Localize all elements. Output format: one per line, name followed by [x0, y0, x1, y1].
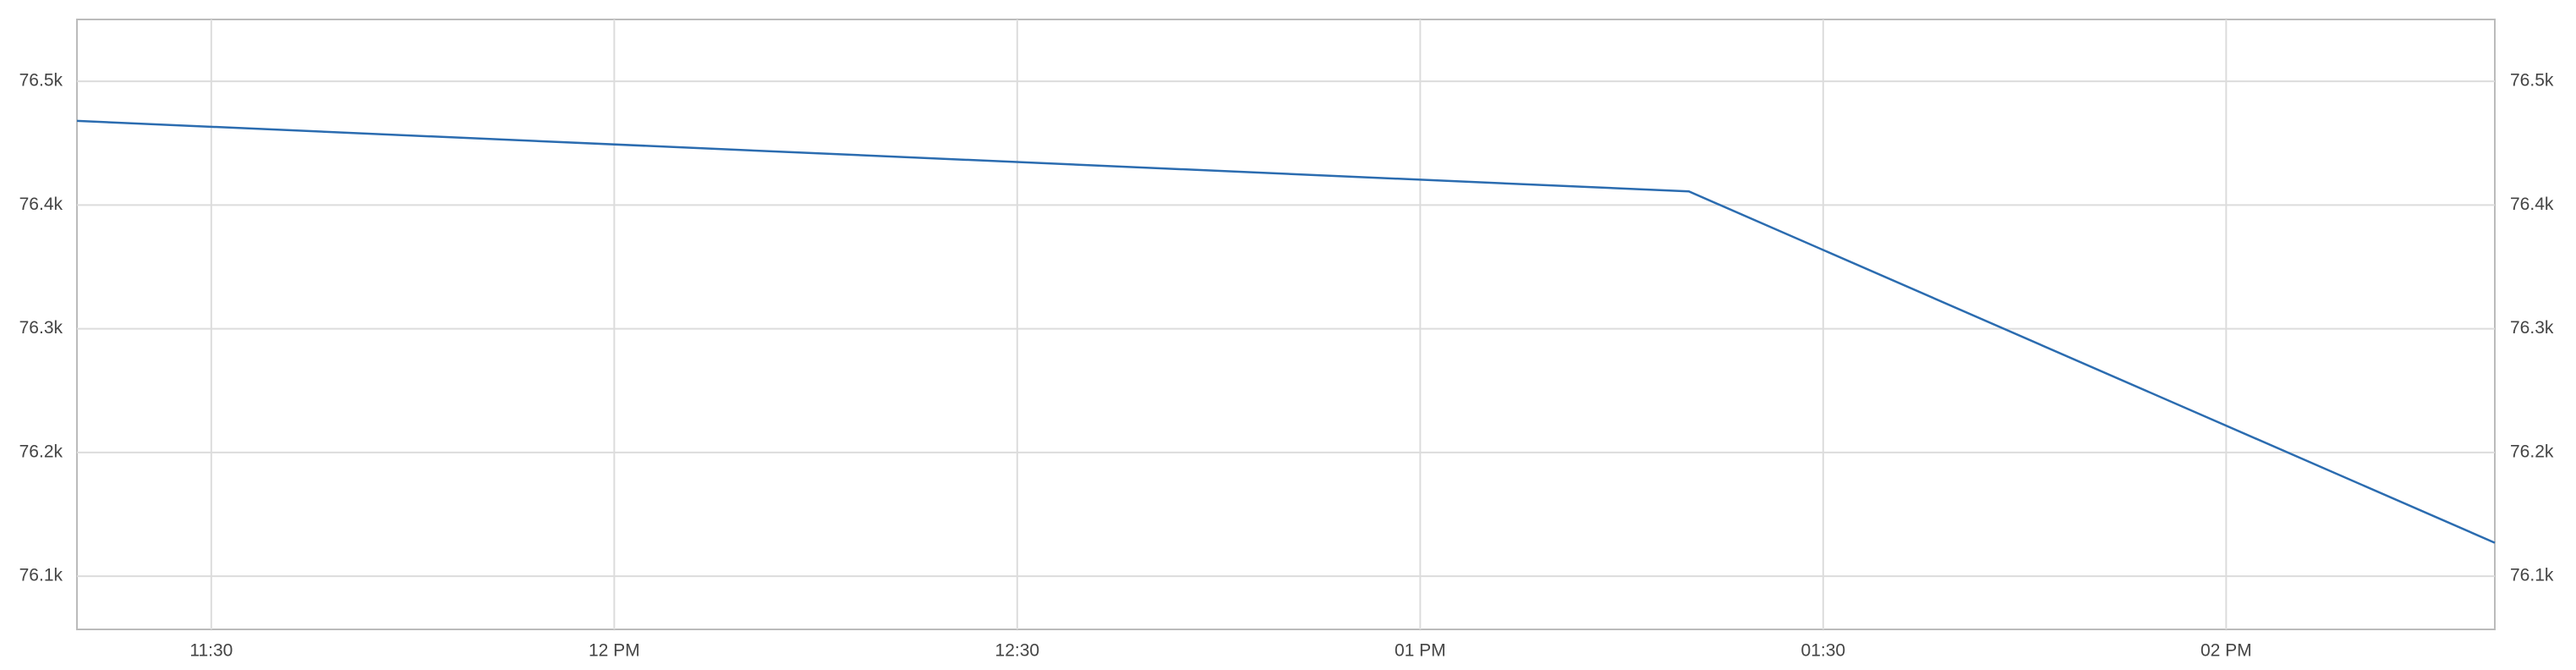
y-tick-label: 76.1k [19, 566, 63, 585]
x-tick-label: 12:30 [995, 641, 1040, 661]
x-tick-label: 01 PM [1395, 641, 1446, 661]
x-tick-label: 12 PM [589, 641, 640, 661]
x-tick-label: 11:30 [189, 641, 233, 661]
x-tick-label: 02 PM [2201, 641, 2252, 661]
line [76, 119, 2496, 544]
y2-tick-label: 76.2k [2510, 442, 2554, 461]
y2-tick-label: 76.4k [2510, 195, 2554, 214]
y-tick-label: 76.4k [19, 195, 63, 214]
y-tick-label: 76.2k [19, 442, 63, 461]
y2-tick-label: 76.5k [2510, 71, 2554, 91]
y2-tick-label: 76.3k [2510, 318, 2554, 338]
y2-tick-label: 76.1k [2510, 566, 2554, 585]
y-tick-label: 76.5k [19, 71, 63, 91]
x-tick-label: 01:30 [1801, 641, 1846, 661]
y-tick-label: 76.3k [19, 318, 63, 338]
plot-frame [76, 19, 2496, 630]
